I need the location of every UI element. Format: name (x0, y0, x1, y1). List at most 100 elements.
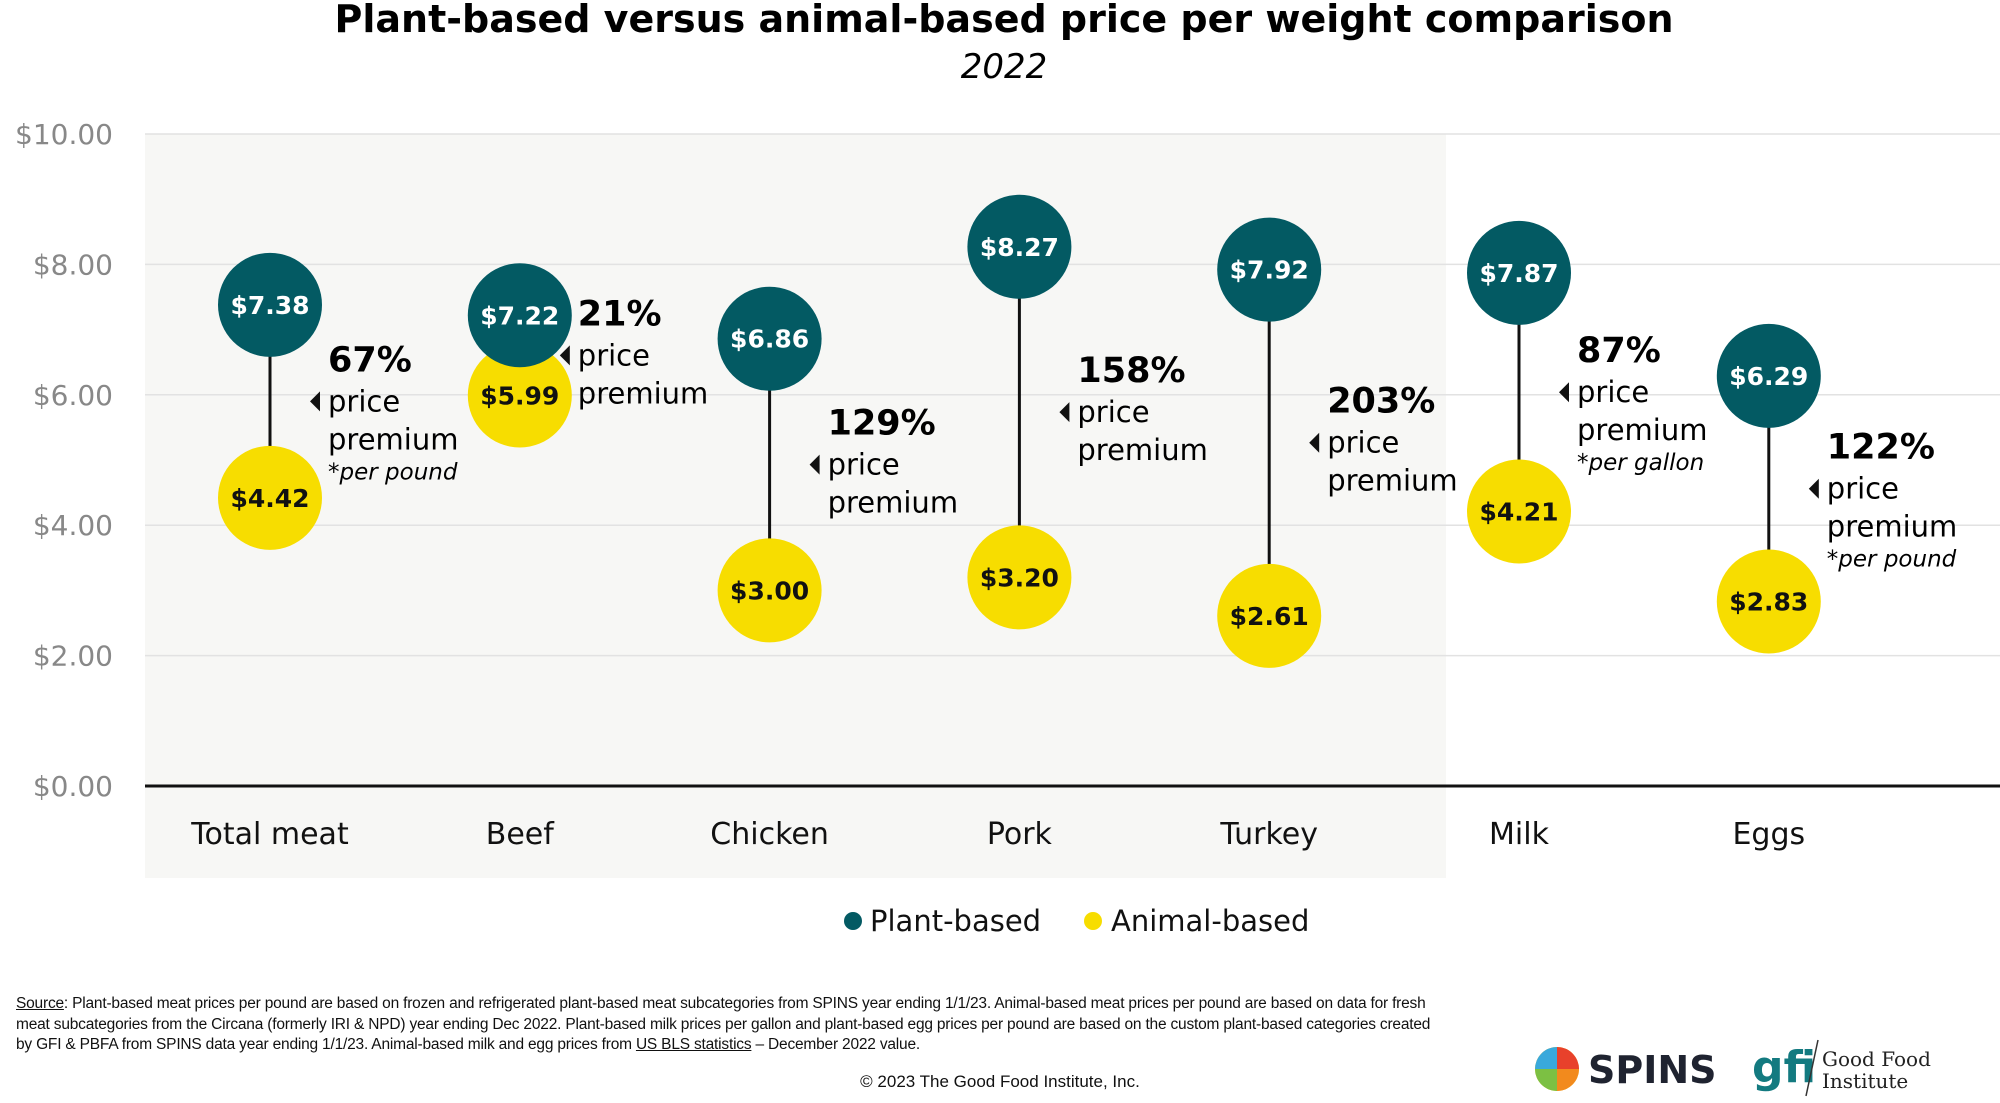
left-arrow-icon (1808, 478, 1819, 499)
logos: SPINS gfi Good Food Institute (1535, 1039, 1931, 1097)
animal-based-point (1467, 459, 1571, 564)
category-pork: $3.20 $8.27 Pork 158% price premium (967, 194, 1208, 852)
premium-percent: 21% (578, 294, 662, 334)
plant-based-value-label: $7.38 (230, 291, 309, 320)
category-beef: $5.99 $7.22 Beef 21% price premium (467, 263, 708, 852)
premium-label: price (1827, 472, 1899, 506)
chart-subtitle: 2022 (961, 47, 1048, 87)
plant-based-value-label: $7.92 (1230, 256, 1309, 285)
premium-percent: 87% (1577, 331, 1661, 371)
y-tick-label: $10.00 (15, 118, 113, 151)
chart-title: Plant-based versus animal-based price pe… (335, 0, 1674, 41)
us-bls-link[interactable]: US BLS statistics (635, 1036, 752, 1053)
svg-text:Good Food: Good Food (1822, 1047, 1931, 1071)
premium-percent: 67% (328, 340, 412, 380)
svg-text:SPINS: SPINS (1588, 1048, 1717, 1092)
gfi-logo: gfi Good Food Institute (1752, 1039, 1931, 1097)
left-arrow-icon (1309, 432, 1320, 453)
plant-based-point (218, 252, 322, 357)
y-tick-label: $8.00 (33, 248, 113, 281)
plant-based-point (467, 263, 572, 368)
animal-based-value-label: $3.20 (980, 563, 1059, 592)
premium-label: price (1327, 426, 1399, 460)
premium-label: premium (1577, 413, 1707, 447)
animal-based-value-label: $2.83 (1729, 587, 1808, 616)
plant-based-value-label: $7.22 (480, 301, 559, 330)
plant-based-point (967, 194, 1072, 299)
animal-based-point (967, 525, 1072, 630)
animal-based-value-label: $4.21 (1479, 498, 1558, 527)
category-label: Chicken (710, 817, 829, 852)
plant-based-point (1716, 323, 1821, 428)
y-tick-label: $0.00 (33, 770, 113, 803)
left-arrow-icon (809, 454, 820, 475)
premium-label: price (1577, 375, 1649, 409)
left-arrow-icon (1059, 402, 1070, 423)
premium-label: premium (1077, 433, 1207, 467)
category-label: Turkey (1219, 817, 1318, 852)
premium-label: price (578, 338, 650, 372)
plant-based-value-label: $8.27 (980, 233, 1059, 262)
animal-based-point (1716, 549, 1821, 654)
category-total-meat: $4.42 $7.38 Total meat 67% price premium *per … (190, 252, 458, 852)
plant-based-value-label: $7.87 (1479, 259, 1558, 288)
animal-based-value-label: $3.00 (730, 576, 809, 605)
source-text-end: – December 2022 value. (751, 1036, 921, 1053)
y-tick-label: $6.00 (33, 379, 113, 412)
legend-swatch-plant-based (844, 912, 862, 930)
premium-percent: 158% (1077, 351, 1185, 391)
y-tick-label: $4.00 (33, 509, 113, 542)
category-label: Eggs (1732, 817, 1805, 852)
premium-label: price (1077, 395, 1149, 429)
plant-based-value-label: $6.29 (1729, 362, 1808, 391)
premium-label: price (328, 384, 400, 418)
plant-based-point (1217, 217, 1322, 322)
premium-percent: 122% (1827, 428, 1935, 468)
animal-based-point (1217, 563, 1322, 668)
category-milk: $4.21 $7.87 Milk 87% price premium *per gallon (1467, 220, 1707, 852)
category-chicken: $3.00 $6.86 Chicken 129% price premium (710, 286, 958, 852)
dumbbell-chart: $0.00 $2.00 $4.00 $6.00 $8.00 $10.00 Plant-ba… (15, 0, 2000, 938)
category-label: Beef (486, 817, 555, 852)
category-label: Pork (987, 817, 1053, 852)
category-label: Milk (1489, 817, 1550, 852)
premium-label: premium (1327, 464, 1457, 498)
premium-label: premium (578, 376, 708, 410)
source-note: Source: Plant-based meat prices per poun… (16, 994, 1436, 1056)
legend: Plant-based Animal-based (844, 904, 1309, 938)
source-text: : Plant-based meat prices per pound are … (16, 995, 1431, 1053)
animal-based-point (717, 538, 822, 643)
animal-based-point (218, 445, 322, 550)
legend-swatch-animal-based (1084, 912, 1102, 930)
premium-label: premium (828, 486, 958, 520)
category-turkey: $2.61 $7.92 Turkey 203% price premium (1217, 217, 1458, 852)
unit-note: *per gallon (1577, 450, 1704, 476)
left-arrow-icon (1559, 382, 1569, 403)
animal-based-point (467, 343, 572, 448)
premium-label: price (828, 448, 900, 482)
left-arrow-icon (559, 345, 570, 366)
category-label: Total meat (190, 817, 349, 852)
left-arrow-icon (310, 391, 320, 412)
premium-label: premium (328, 422, 458, 456)
legend-label-plant-based: Plant-based (870, 904, 1041, 938)
animal-based-value-label: $2.61 (1230, 602, 1309, 631)
y-tick-label: $2.00 (33, 640, 113, 673)
premium-percent: 203% (1327, 382, 1435, 422)
svg-text:Institute: Institute (1822, 1069, 1908, 1093)
plant-based-point (717, 286, 822, 391)
unit-note: *per pound (328, 459, 458, 485)
plant-based-point (1467, 220, 1571, 325)
animal-based-value-label: $4.42 (230, 484, 309, 513)
legend-label-animal-based: Animal-based (1111, 904, 1309, 938)
plant-based-value-label: $6.86 (730, 325, 809, 354)
source-label: Source (16, 995, 64, 1012)
premium-label: premium (1827, 510, 1957, 544)
svg-text:gfi: gfi (1752, 1042, 1816, 1093)
premium-percent: 129% (828, 404, 936, 444)
category-eggs: $2.83 $6.29 Eggs 122% price premium *per pound (1716, 323, 1957, 852)
spins-logo: SPINS (1535, 1047, 1717, 1092)
animal-based-value-label: $5.99 (480, 381, 559, 410)
copyright: © 2023 The Good Food Institute, Inc. (860, 1072, 1140, 1091)
unit-note: *per pound (1827, 547, 1957, 573)
